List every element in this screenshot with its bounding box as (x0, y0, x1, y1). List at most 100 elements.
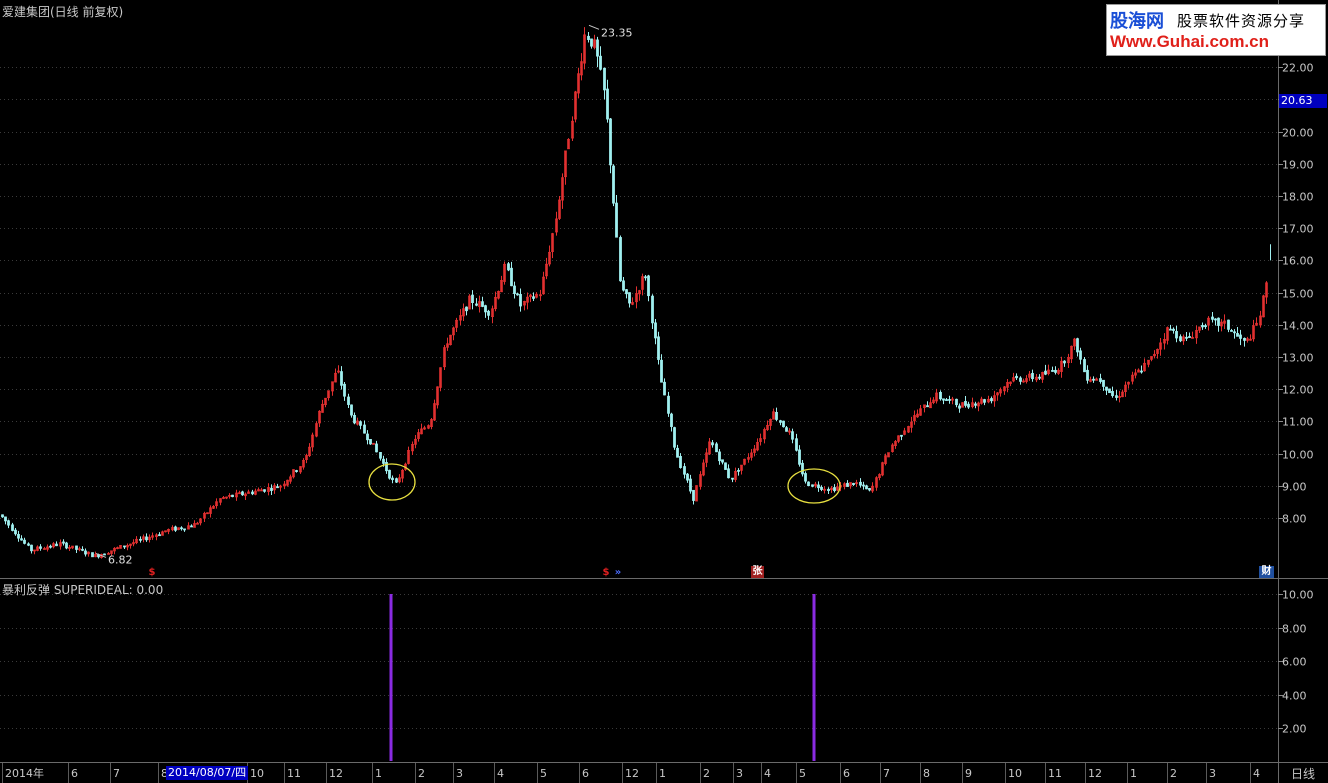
candle-body (1003, 386, 1006, 392)
candle-body (676, 447, 679, 458)
time-tick-label: 1 (375, 767, 382, 780)
candle-body (1079, 350, 1082, 360)
candle-body (542, 276, 545, 295)
candle-body (491, 308, 494, 318)
candle-body (1217, 317, 1220, 326)
candle-body (673, 427, 676, 448)
indicator-tick-label: 8.00 (1282, 623, 1307, 636)
candle-body (43, 548, 46, 550)
candle-body (110, 550, 113, 554)
candle-body (279, 485, 282, 488)
candle-body (561, 177, 564, 201)
event-flag-dividend-1[interactable]: $ (148, 567, 156, 578)
candle-body (599, 55, 602, 70)
candle-body (503, 263, 506, 282)
candle-body (142, 536, 145, 540)
candle-body (660, 359, 663, 383)
candle-body (174, 526, 177, 531)
candle-body (612, 165, 615, 204)
candle-body (455, 319, 458, 328)
candle-body (878, 474, 881, 478)
time-tick-label: 2014年 (5, 766, 44, 780)
candle-body (139, 538, 142, 541)
event-flag-dividend-2[interactable]: $ (602, 567, 610, 578)
candle-body (1214, 318, 1217, 321)
candle-body (987, 398, 990, 403)
candle-body (270, 487, 273, 491)
candle-body (340, 371, 343, 386)
candle-body (1249, 338, 1252, 341)
candle-body (177, 527, 180, 530)
candle-body (148, 536, 151, 540)
candle-body (1262, 295, 1265, 318)
time-tick-label: 4 (497, 767, 504, 780)
candle-body (1198, 326, 1201, 331)
candle-body (1044, 370, 1047, 375)
candle-body (807, 481, 810, 487)
candle-body (833, 487, 836, 492)
candle-body (663, 381, 666, 396)
candle-body (919, 408, 922, 416)
candle-body (187, 525, 190, 530)
candle-body (827, 488, 830, 491)
candle-body (727, 468, 730, 479)
candle-body (471, 294, 474, 304)
candle-body (862, 484, 865, 487)
candle-body (1182, 336, 1185, 342)
candle-body (1259, 315, 1262, 326)
candle-body (382, 458, 385, 464)
candle-body (1243, 337, 1246, 341)
candle-body (295, 470, 298, 472)
candle-body (14, 529, 17, 535)
candle-body (942, 398, 945, 401)
candle-body (1019, 377, 1022, 382)
period-label[interactable]: 日线 (1290, 767, 1315, 781)
candle-body (683, 466, 686, 475)
candle-body (1051, 370, 1054, 372)
candle-body (999, 389, 1002, 394)
candle-body (884, 455, 887, 464)
candle-body (91, 552, 94, 558)
candle-body (20, 538, 23, 541)
candle-body (171, 527, 174, 531)
candle-body (555, 218, 558, 233)
candle-body (635, 293, 638, 303)
candle-body (46, 546, 49, 550)
candle-body (206, 512, 209, 515)
candle-body (535, 293, 538, 298)
candle-body (1111, 391, 1114, 397)
candle-body (1227, 319, 1230, 330)
candle-body (532, 296, 535, 299)
event-flag-finance[interactable]: 财 (1259, 566, 1274, 578)
candle-body (1025, 378, 1028, 382)
candle-body (574, 91, 577, 120)
candle-body (516, 293, 519, 296)
candle-body (1223, 320, 1226, 324)
candle-body (113, 547, 116, 552)
indicator-title: 暴利反弹 SUPERIDEAL: 0.00 (2, 583, 164, 597)
candle-body (475, 303, 478, 306)
event-flag-rise[interactable]: 张 (751, 566, 764, 578)
signal-ellipse (368, 463, 416, 501)
candle-body (1230, 330, 1233, 332)
candle-body (891, 444, 894, 452)
candle-body (318, 410, 321, 424)
candle-body (193, 523, 196, 528)
event-flag-arrow[interactable]: » (614, 567, 622, 578)
candle-body (1134, 372, 1137, 376)
time-tick-label: 4 (1253, 767, 1260, 780)
candle-body (1035, 376, 1038, 381)
candle-body (775, 411, 778, 420)
candle-body (916, 413, 919, 418)
candle-body (449, 334, 452, 346)
candle-body (427, 425, 430, 429)
candle-body (231, 494, 234, 498)
candle-body (1118, 396, 1121, 398)
candle-body (30, 544, 33, 552)
candle-body (795, 438, 798, 451)
candle-body (1140, 370, 1143, 373)
candle-body (779, 420, 782, 423)
candle-body (859, 481, 862, 486)
candle-body (526, 296, 529, 303)
candle-body (1246, 338, 1249, 341)
